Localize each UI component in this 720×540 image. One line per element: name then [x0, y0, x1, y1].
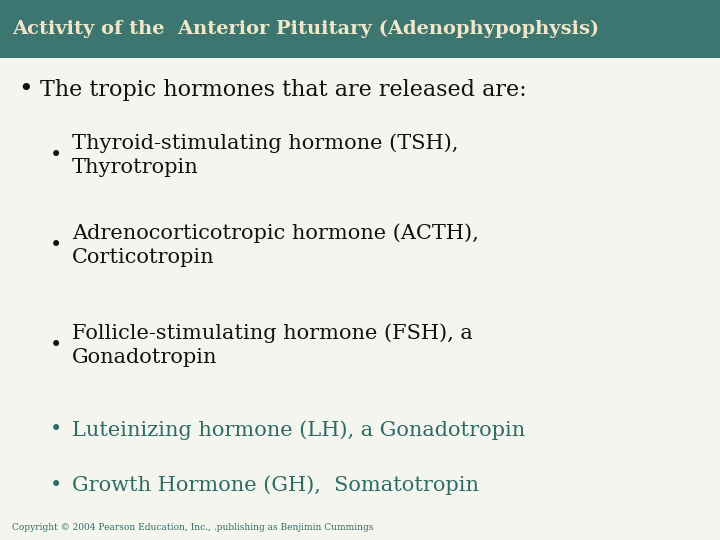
Text: The tropic hormones that are released are:: The tropic hormones that are released ar…	[40, 79, 526, 101]
Text: Adrenocorticotropic hormone (ACTH),
Corticotropin: Adrenocorticotropic hormone (ACTH), Cort…	[72, 223, 479, 267]
Text: Copyright © 2004 Pearson Education, Inc., .publishing as Benjimin Cummings: Copyright © 2004 Pearson Education, Inc.…	[12, 523, 374, 532]
Text: Follicle-stimulating hormone (FSH), a
Gonadotropin: Follicle-stimulating hormone (FSH), a Go…	[72, 323, 473, 367]
Text: •: •	[50, 235, 62, 254]
Text: •: •	[50, 335, 62, 354]
Text: Thyroid-stimulating hormone (TSH),
Thyrotropin: Thyroid-stimulating hormone (TSH), Thyro…	[72, 133, 459, 177]
Text: Luteinizing hormone (LH), a Gonadotropin: Luteinizing hormone (LH), a Gonadotropin	[72, 420, 526, 440]
Text: •: •	[18, 78, 32, 102]
Text: •: •	[50, 421, 62, 440]
Text: •: •	[50, 145, 62, 165]
Bar	[0, 0, 720, 58]
Text: •: •	[50, 476, 62, 495]
Text: Growth Hormone (GH),  Somatotropin: Growth Hormone (GH), Somatotropin	[72, 475, 479, 495]
Text: Activity of the  Anterior Pituitary (Adenophypophysis): Activity of the Anterior Pituitary (Aden…	[12, 20, 599, 38]
